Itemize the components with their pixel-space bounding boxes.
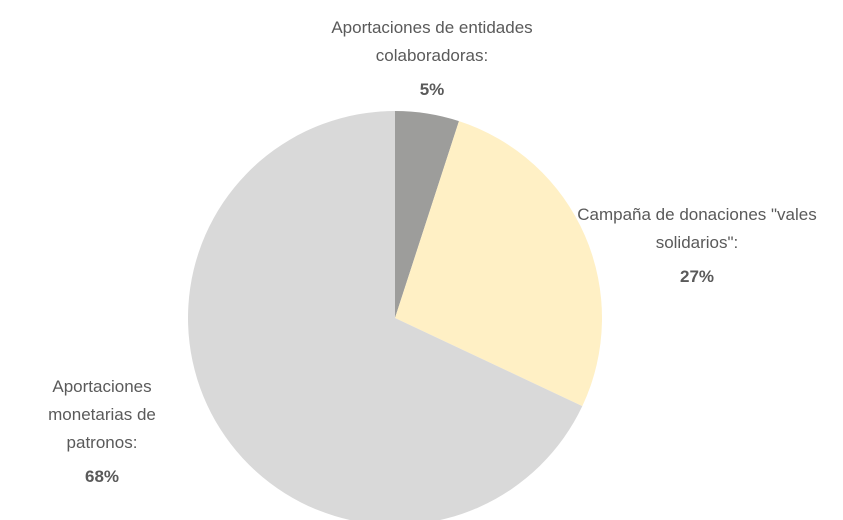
pie-slice [395,111,459,318]
slice-label: Campaña de donaciones "vales solidarios"… [572,201,822,291]
category-label: Aportaciones de entidades colaboradoras: [331,18,533,65]
category-label: Aportaciones monetarias de patronos: [48,377,156,452]
value-label: 27% [679,267,715,286]
slice-label: Aportaciones de entidades colaboradoras:… [282,14,582,104]
value-label: 5% [419,80,445,99]
pie-slice [188,111,583,520]
category-label: Campaña de donaciones "vales solidarios"… [577,205,817,252]
value-label: 68% [84,467,120,486]
slice-label: Aportaciones monetarias de patronos: 68% [22,373,182,491]
pie-slice [395,121,602,407]
